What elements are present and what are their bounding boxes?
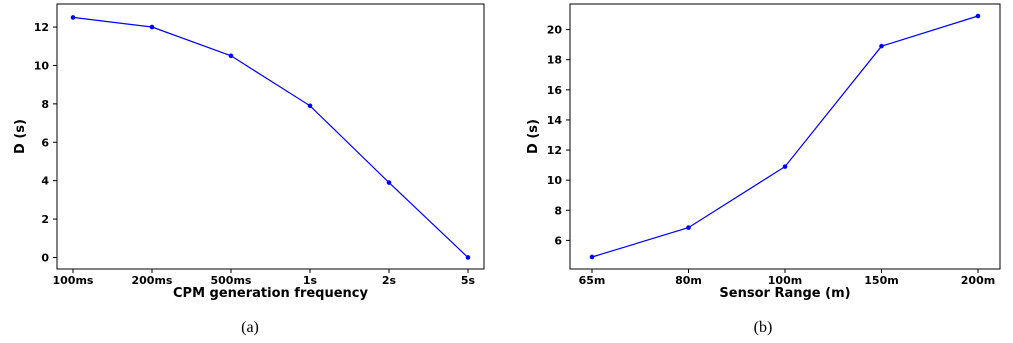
- x-tick-label: 150m: [864, 274, 898, 287]
- y-axis-title: D (s): [13, 119, 28, 154]
- series-line: [72, 16, 469, 258]
- y-tick-label: 12: [547, 144, 562, 157]
- data-point: [228, 53, 234, 59]
- series-line: [591, 15, 979, 258]
- data-point: [70, 15, 76, 20]
- plot-frame: [569, 3, 1001, 270]
- x-tick-label: 100m: [768, 274, 802, 287]
- y-tick-label: 8: [554, 204, 562, 217]
- chart-panel-2: 6 8 10 12 14 16 18 20 65m 80m 100m 150m 200m Sensor R…: [526, 3, 1001, 336]
- x-tick-label: 2s: [382, 274, 397, 287]
- data-point: [589, 254, 595, 260]
- x-tick-label: 1s: [303, 274, 318, 287]
- data-point: [686, 225, 691, 230]
- y-tick-label: 20: [547, 24, 563, 37]
- x-tick-label: 500ms: [211, 274, 252, 287]
- y-tick-label: 4: [41, 175, 49, 188]
- data-point: [975, 13, 981, 19]
- data-point: [879, 43, 884, 49]
- y-tick-label: 0: [41, 251, 49, 264]
- x-tick-label: 65m: [579, 274, 606, 287]
- y-tick-label: 6: [41, 136, 49, 149]
- x-axis-title: CPM generation frequency: [173, 286, 369, 301]
- data-point: [307, 103, 313, 109]
- plot-frame: [56, 3, 485, 270]
- y-tick-label: 12: [34, 21, 49, 34]
- y-tick-label: 6: [554, 234, 562, 247]
- figure-caption: (b): [754, 319, 773, 336]
- y-axis-title: D (s): [526, 119, 541, 154]
- data-point: [465, 255, 471, 260]
- y-tick-label: 16: [547, 84, 563, 97]
- data-point: [782, 164, 788, 169]
- chart-panel-1: 0 2 4 6 8 10 12 100ms 200ms 500ms 1s 2s 5s CPM genera…: [13, 3, 485, 336]
- data-point: [149, 24, 155, 30]
- x-tick-label: 80m: [675, 274, 702, 287]
- y-tick-label: 10: [34, 59, 50, 72]
- y-tick-label: 14: [547, 114, 563, 127]
- y-tick-label: 2: [41, 213, 49, 226]
- data-point: [386, 180, 392, 185]
- y-tick-label: 10: [547, 174, 563, 187]
- figure-caption: (a): [241, 319, 259, 336]
- x-tick-label: 200ms: [132, 274, 173, 287]
- x-tick-label: 5s: [461, 274, 476, 287]
- y-tick-label: 18: [547, 54, 562, 67]
- x-tick-label: 200m: [961, 274, 995, 287]
- x-axis-title: Sensor Range (m): [719, 286, 850, 301]
- x-tick-label: 100ms: [53, 274, 94, 287]
- y-tick-label: 8: [41, 98, 49, 111]
